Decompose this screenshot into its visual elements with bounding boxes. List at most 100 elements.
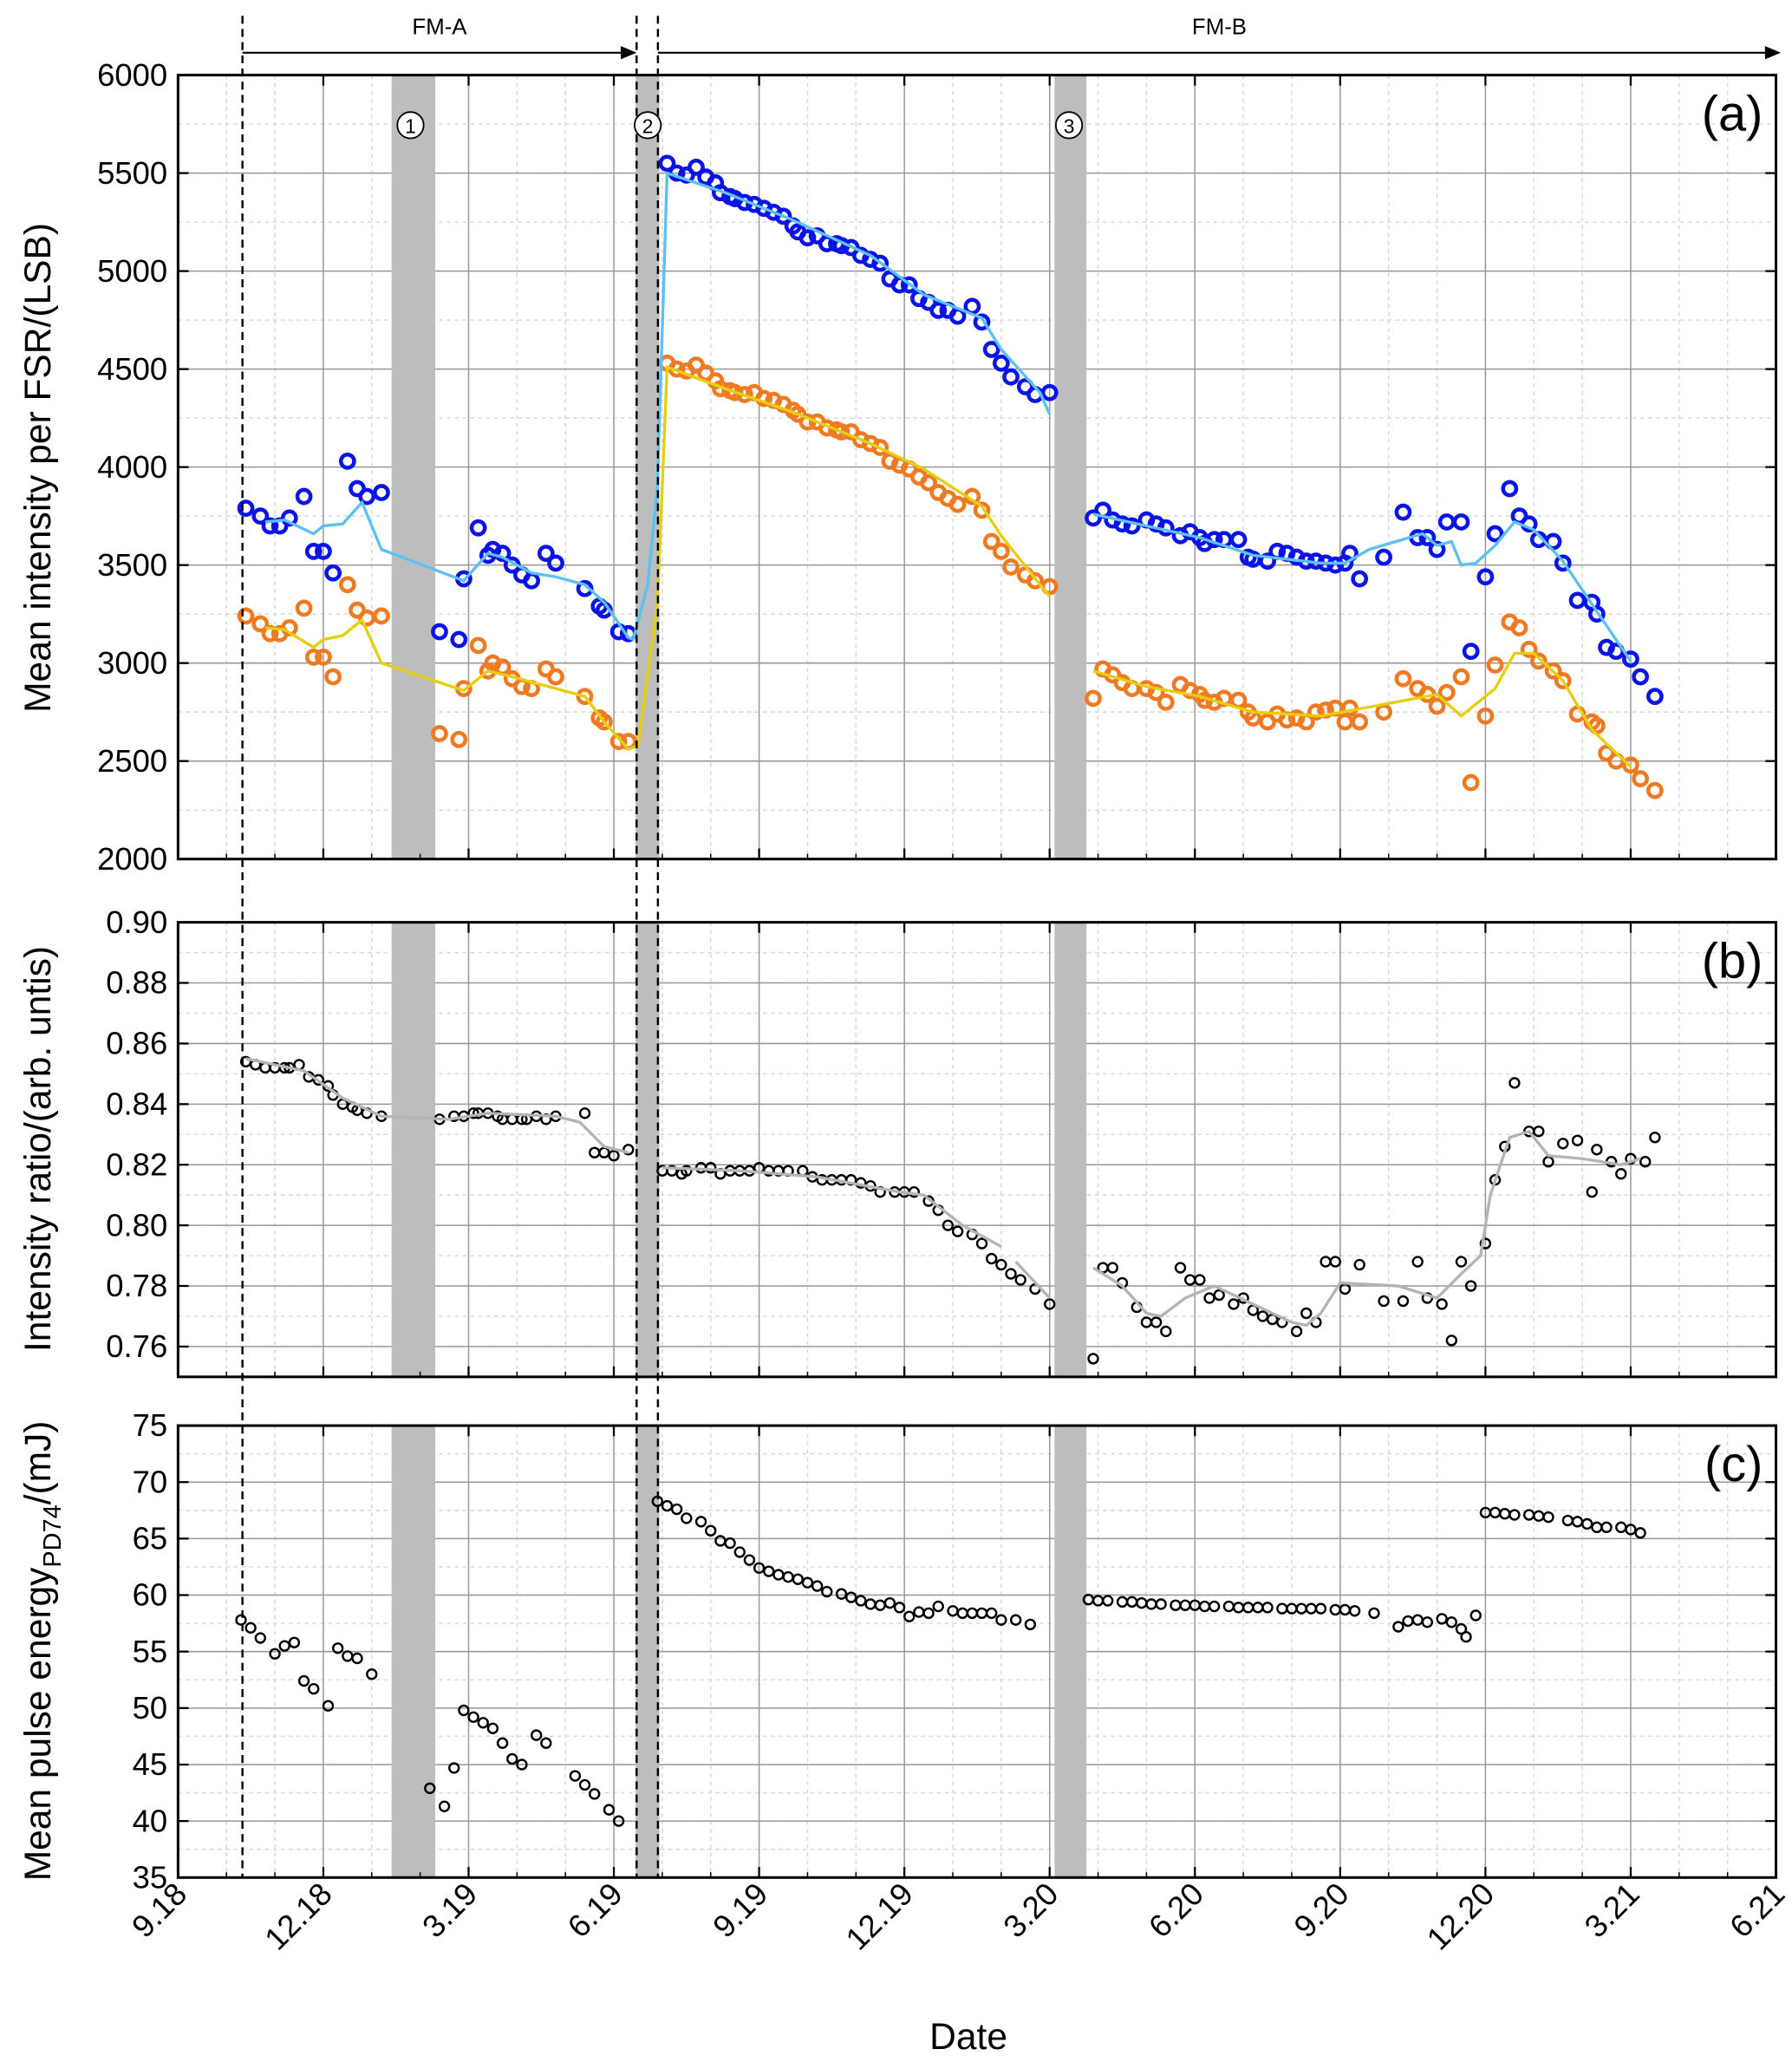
pulse-energy-point [1460,1631,1472,1643]
pulse-energy-point [603,1804,616,1816]
intensity-1-point [304,542,323,560]
pulse-energy-point [661,1499,674,1512]
pulse-energy-point [753,1562,766,1574]
pulse-energy-point [1145,1598,1157,1610]
ratio-point [1615,1168,1627,1180]
intensity-1-point [1486,525,1504,543]
ratio-point [1591,1144,1603,1156]
pulse-energy-point [1242,1602,1254,1614]
pulse-energy-point [1542,1511,1554,1524]
pulse-energy-point [1469,1609,1482,1622]
ratio-point [506,1113,518,1126]
intensity-1-point [523,571,540,590]
pulse-energy-point [966,1607,979,1620]
intensity-2-point [1002,558,1020,576]
pulse-energy-point [1348,1605,1361,1617]
pulse-energy-point [516,1759,528,1771]
intensity-2-point [726,383,744,401]
ratio-point [622,1144,635,1156]
pulse-energy-point [1421,1616,1434,1628]
intensity-1-point [576,579,594,597]
intensity-2-point [871,439,889,456]
y-tick-label: 0.76 [106,1328,167,1364]
intensity-2-point [948,495,967,513]
intensity-1-point [1554,554,1572,572]
panel-label: (a) [1702,86,1763,141]
x-tick-label: 12.18 [257,1876,339,1957]
x-tick-label: 12.20 [1420,1876,1502,1957]
intensity-2-point [1026,571,1044,590]
ratio-point [312,1073,325,1086]
intensity-2-point [973,501,991,519]
intensity-1-point [774,207,792,225]
ratio-point [1203,1292,1215,1304]
pulse-energy-point [342,1650,354,1662]
ratio-point [1445,1334,1457,1347]
x-tick-label: 6.20 [1142,1876,1210,1944]
ratio-point [1353,1258,1365,1271]
x-tick-label: 3.19 [415,1876,484,1944]
intensity-1-point [871,254,889,272]
intensity-2-point [1544,662,1562,680]
fit-2-line [1092,651,1632,768]
ratio-point [1014,1274,1026,1286]
intensity-2-point [1632,770,1650,787]
pulse-energy-point [288,1636,301,1648]
intensity-2-point [920,473,937,492]
pulse-energy-point [864,1598,876,1610]
intensity-1-point [537,545,555,562]
ratio-point [942,1219,955,1231]
x-tick-label: 9.19 [706,1876,774,1944]
intensity-2-point [1554,672,1572,689]
intensity-1-point [1437,513,1456,531]
pulse-energy-point [1208,1600,1221,1613]
intensity-1-point [658,154,676,173]
intensity-1-point [798,229,817,247]
y-axis-label-subscript: PD74 [39,1504,67,1567]
pulse-energy-point [458,1704,470,1717]
y-tick-label: 65 [133,1521,168,1556]
intensity-1-point [1123,517,1141,535]
intensity-1-point [251,507,270,525]
intensity-2-point [1428,697,1446,715]
band-number-label: 3 [1064,114,1075,137]
intensity-1-point [450,630,468,649]
ratio-point [589,1146,601,1158]
y-tick-label: 5500 [97,155,167,191]
intensity-2-point [1462,773,1480,792]
maintenance-band [635,1426,660,1878]
x-axis-label: Date [929,2016,1007,2058]
ratio-fit-line [1014,1260,1051,1300]
ratio-point [1421,1292,1434,1304]
ratio-point [1300,1307,1313,1320]
phase-label: FM-B [1192,16,1247,40]
pulse-energy-point [733,1546,746,1558]
pulse-energy-point [1509,1509,1521,1521]
y-tick-label: 75 [133,1407,168,1443]
pulse-energy-point [308,1682,320,1695]
pulse-energy-point [932,1600,944,1613]
x-tick-label: 3.20 [996,1876,1065,1944]
pulse-energy-point [922,1607,935,1620]
intensity-2-point [1157,694,1175,711]
ratio-point [975,1237,988,1250]
intensity-2-point [431,725,448,742]
pulse-energy-point [1276,1602,1288,1615]
intensity-1-point [1375,548,1392,566]
intensity-2-point [251,615,270,633]
annotation-layer: FM-A FM-B 1 2 3 [241,16,1782,1878]
pulse-energy-point [792,1573,804,1585]
x-tick-label: 6.21 [1723,1876,1791,1944]
intensity-2-point [1307,703,1325,721]
ratio-point [1625,1152,1637,1165]
ratio-point [1649,1132,1661,1144]
maintenance-band [635,922,660,1377]
pulse-energy-point [913,1606,925,1618]
pulse-energy-point [811,1580,824,1592]
y-tick-label: 0.86 [106,1026,167,1061]
ratio-point [1464,1280,1477,1292]
intensity-2-point [1529,652,1548,670]
pulse-energy-point [1024,1618,1037,1631]
plot-frame [176,921,1778,1379]
ratio-point [1397,1295,1410,1308]
